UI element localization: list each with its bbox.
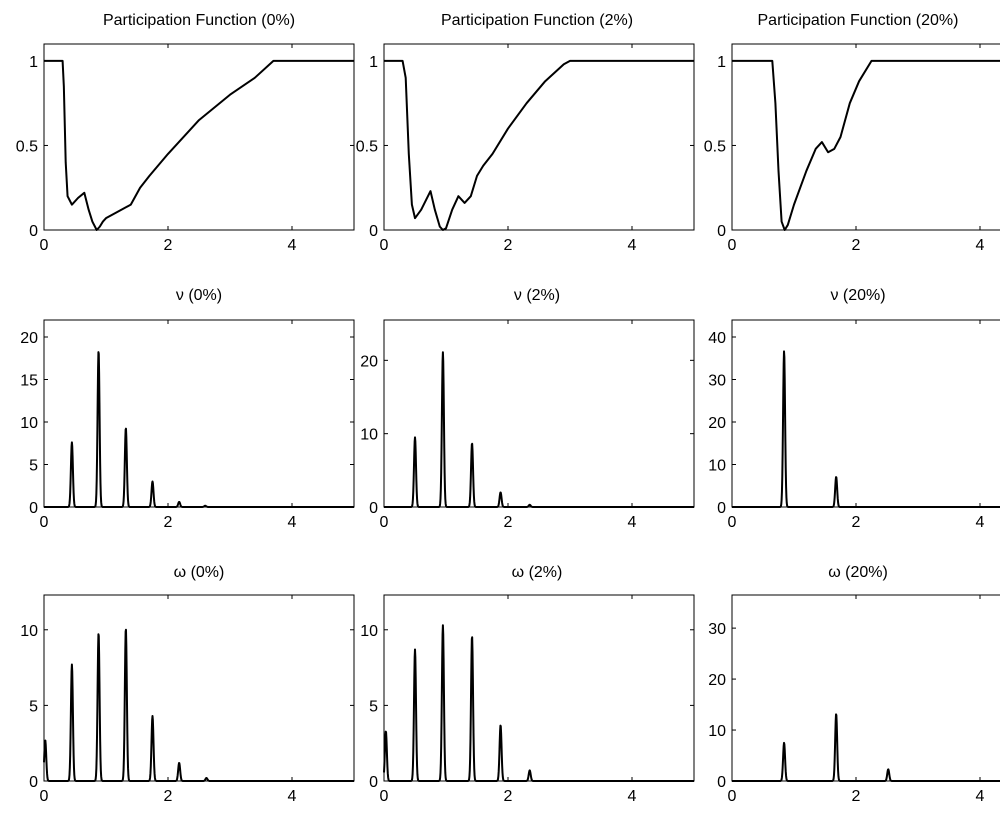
x-tick-label: 0: [728, 788, 737, 805]
y-tick-label: 10: [360, 623, 378, 640]
y-tick-label: 30: [708, 373, 726, 390]
y-tick-label: 0.5: [356, 138, 378, 155]
y-tick-label: 20: [708, 415, 726, 432]
x-tick-label: 2: [852, 514, 861, 531]
x-tick-label: 2: [164, 237, 173, 254]
y-tick-label: 0: [29, 500, 38, 517]
chart-title: ν (0%): [176, 287, 222, 304]
x-tick-label: 4: [288, 514, 297, 531]
x-tick-label: 4: [976, 788, 985, 805]
y-tick-label: 0: [717, 223, 726, 240]
series-line: [731, 713, 1000, 782]
panel-nu-2: ν (2%) 0 2 4 0 10 20: [360, 287, 695, 531]
x-tick-label: 4: [628, 237, 637, 254]
x-tick-label: 4: [976, 237, 985, 254]
panel-participation-2: Participation Function (2%) 0 2 4 0 0.5 1: [356, 12, 695, 254]
chart-title: ω (0%): [174, 564, 225, 581]
y-tick-label: 0: [29, 774, 38, 791]
y-tick-label: 20: [360, 353, 378, 370]
plot-frame: [43, 594, 355, 782]
series-line: [43, 351, 355, 508]
y-tick-label: 10: [708, 458, 726, 475]
x-tick-label: 0: [728, 514, 737, 531]
y-tick-label: 0: [717, 774, 726, 791]
y-tick-label: 40: [708, 330, 726, 347]
y-tick-label: 0: [369, 223, 378, 240]
chart-title: ω (20%): [828, 564, 888, 581]
plot-frame: [43, 319, 355, 508]
plot-frame: [731, 594, 1000, 782]
y-tick-label: 5: [29, 698, 38, 715]
x-tick-label: 2: [504, 788, 513, 805]
panel-omega-0: ω (0%) 0 2 4 0 5 10: [20, 564, 355, 805]
panel-participation-20: Participation Function (20%) 0 2 4 0 0.5 1: [704, 12, 1000, 254]
x-tick-label: 2: [164, 514, 173, 531]
y-tick-label: 0: [369, 774, 378, 791]
panel-participation-0: Participation Function (0%) 0 2 4 0 0.5 1: [16, 12, 355, 254]
y-tick-label: 0: [29, 223, 38, 240]
y-tick-label: 1: [29, 54, 38, 71]
x-tick-label: 4: [288, 788, 297, 805]
series-line: [44, 59, 354, 231]
x-tick-label: 4: [628, 514, 637, 531]
x-tick-label: 4: [628, 788, 637, 805]
y-tick-label: 0: [717, 500, 726, 517]
x-tick-label: 2: [504, 237, 513, 254]
chart-title: ω (2%): [512, 564, 563, 581]
series-line: [383, 351, 695, 508]
y-tick-label: 20: [708, 672, 726, 689]
x-tick-label: 0: [40, 788, 49, 805]
y-tick-label: 0.5: [704, 138, 726, 155]
x-tick-label: 4: [976, 514, 985, 531]
x-tick-label: 0: [728, 237, 737, 254]
x-tick-label: 4: [288, 237, 297, 254]
plot-frame: [383, 319, 695, 508]
y-tick-label: 10: [708, 723, 726, 740]
chart-title: ν (20%): [830, 287, 885, 304]
series-line: [43, 628, 355, 782]
y-tick-label: 10: [360, 427, 378, 444]
plot-frame: [731, 319, 1000, 508]
series-line: [383, 624, 695, 782]
x-tick-label: 0: [380, 788, 389, 805]
x-tick-label: 0: [40, 514, 49, 531]
x-tick-label: 0: [40, 237, 49, 254]
x-tick-label: 2: [164, 788, 173, 805]
x-tick-label: 2: [852, 237, 861, 254]
y-tick-label: 5: [369, 698, 378, 715]
plot-frame: [383, 594, 695, 782]
panel-omega-2: ω (2%) 0 2 4 0 5 10: [360, 564, 695, 805]
panel-nu-0: ν (0%) 0 2 4 0 5 10 15 20: [20, 287, 355, 531]
panel-omega-20: ω (20%) 0 2 4 0 10 20 30: [708, 564, 1000, 805]
series-line: [732, 59, 1000, 231]
y-tick-label: 10: [20, 415, 38, 432]
series-line: [384, 59, 694, 231]
y-tick-label: 15: [20, 373, 38, 390]
x-tick-label: 2: [504, 514, 513, 531]
chart-title: Participation Function (20%): [758, 12, 959, 29]
plot-frame: [43, 43, 355, 231]
x-tick-label: 0: [380, 237, 389, 254]
y-tick-label: 20: [20, 330, 38, 347]
chart-title: Participation Function (0%): [103, 12, 295, 29]
y-tick-label: 30: [708, 621, 726, 638]
y-tick-label: 0: [369, 500, 378, 517]
chart-title: ν (2%): [514, 287, 560, 304]
y-tick-label: 0.5: [16, 138, 38, 155]
y-tick-label: 10: [20, 623, 38, 640]
x-tick-label: 2: [852, 788, 861, 805]
x-tick-label: 0: [380, 514, 389, 531]
chart-title: Participation Function (2%): [441, 12, 633, 29]
y-tick-label: 1: [717, 54, 726, 71]
series-line: [731, 350, 1000, 508]
y-tick-label: 5: [29, 458, 38, 475]
y-tick-label: 1: [369, 54, 378, 71]
plot-frame: [383, 43, 695, 231]
